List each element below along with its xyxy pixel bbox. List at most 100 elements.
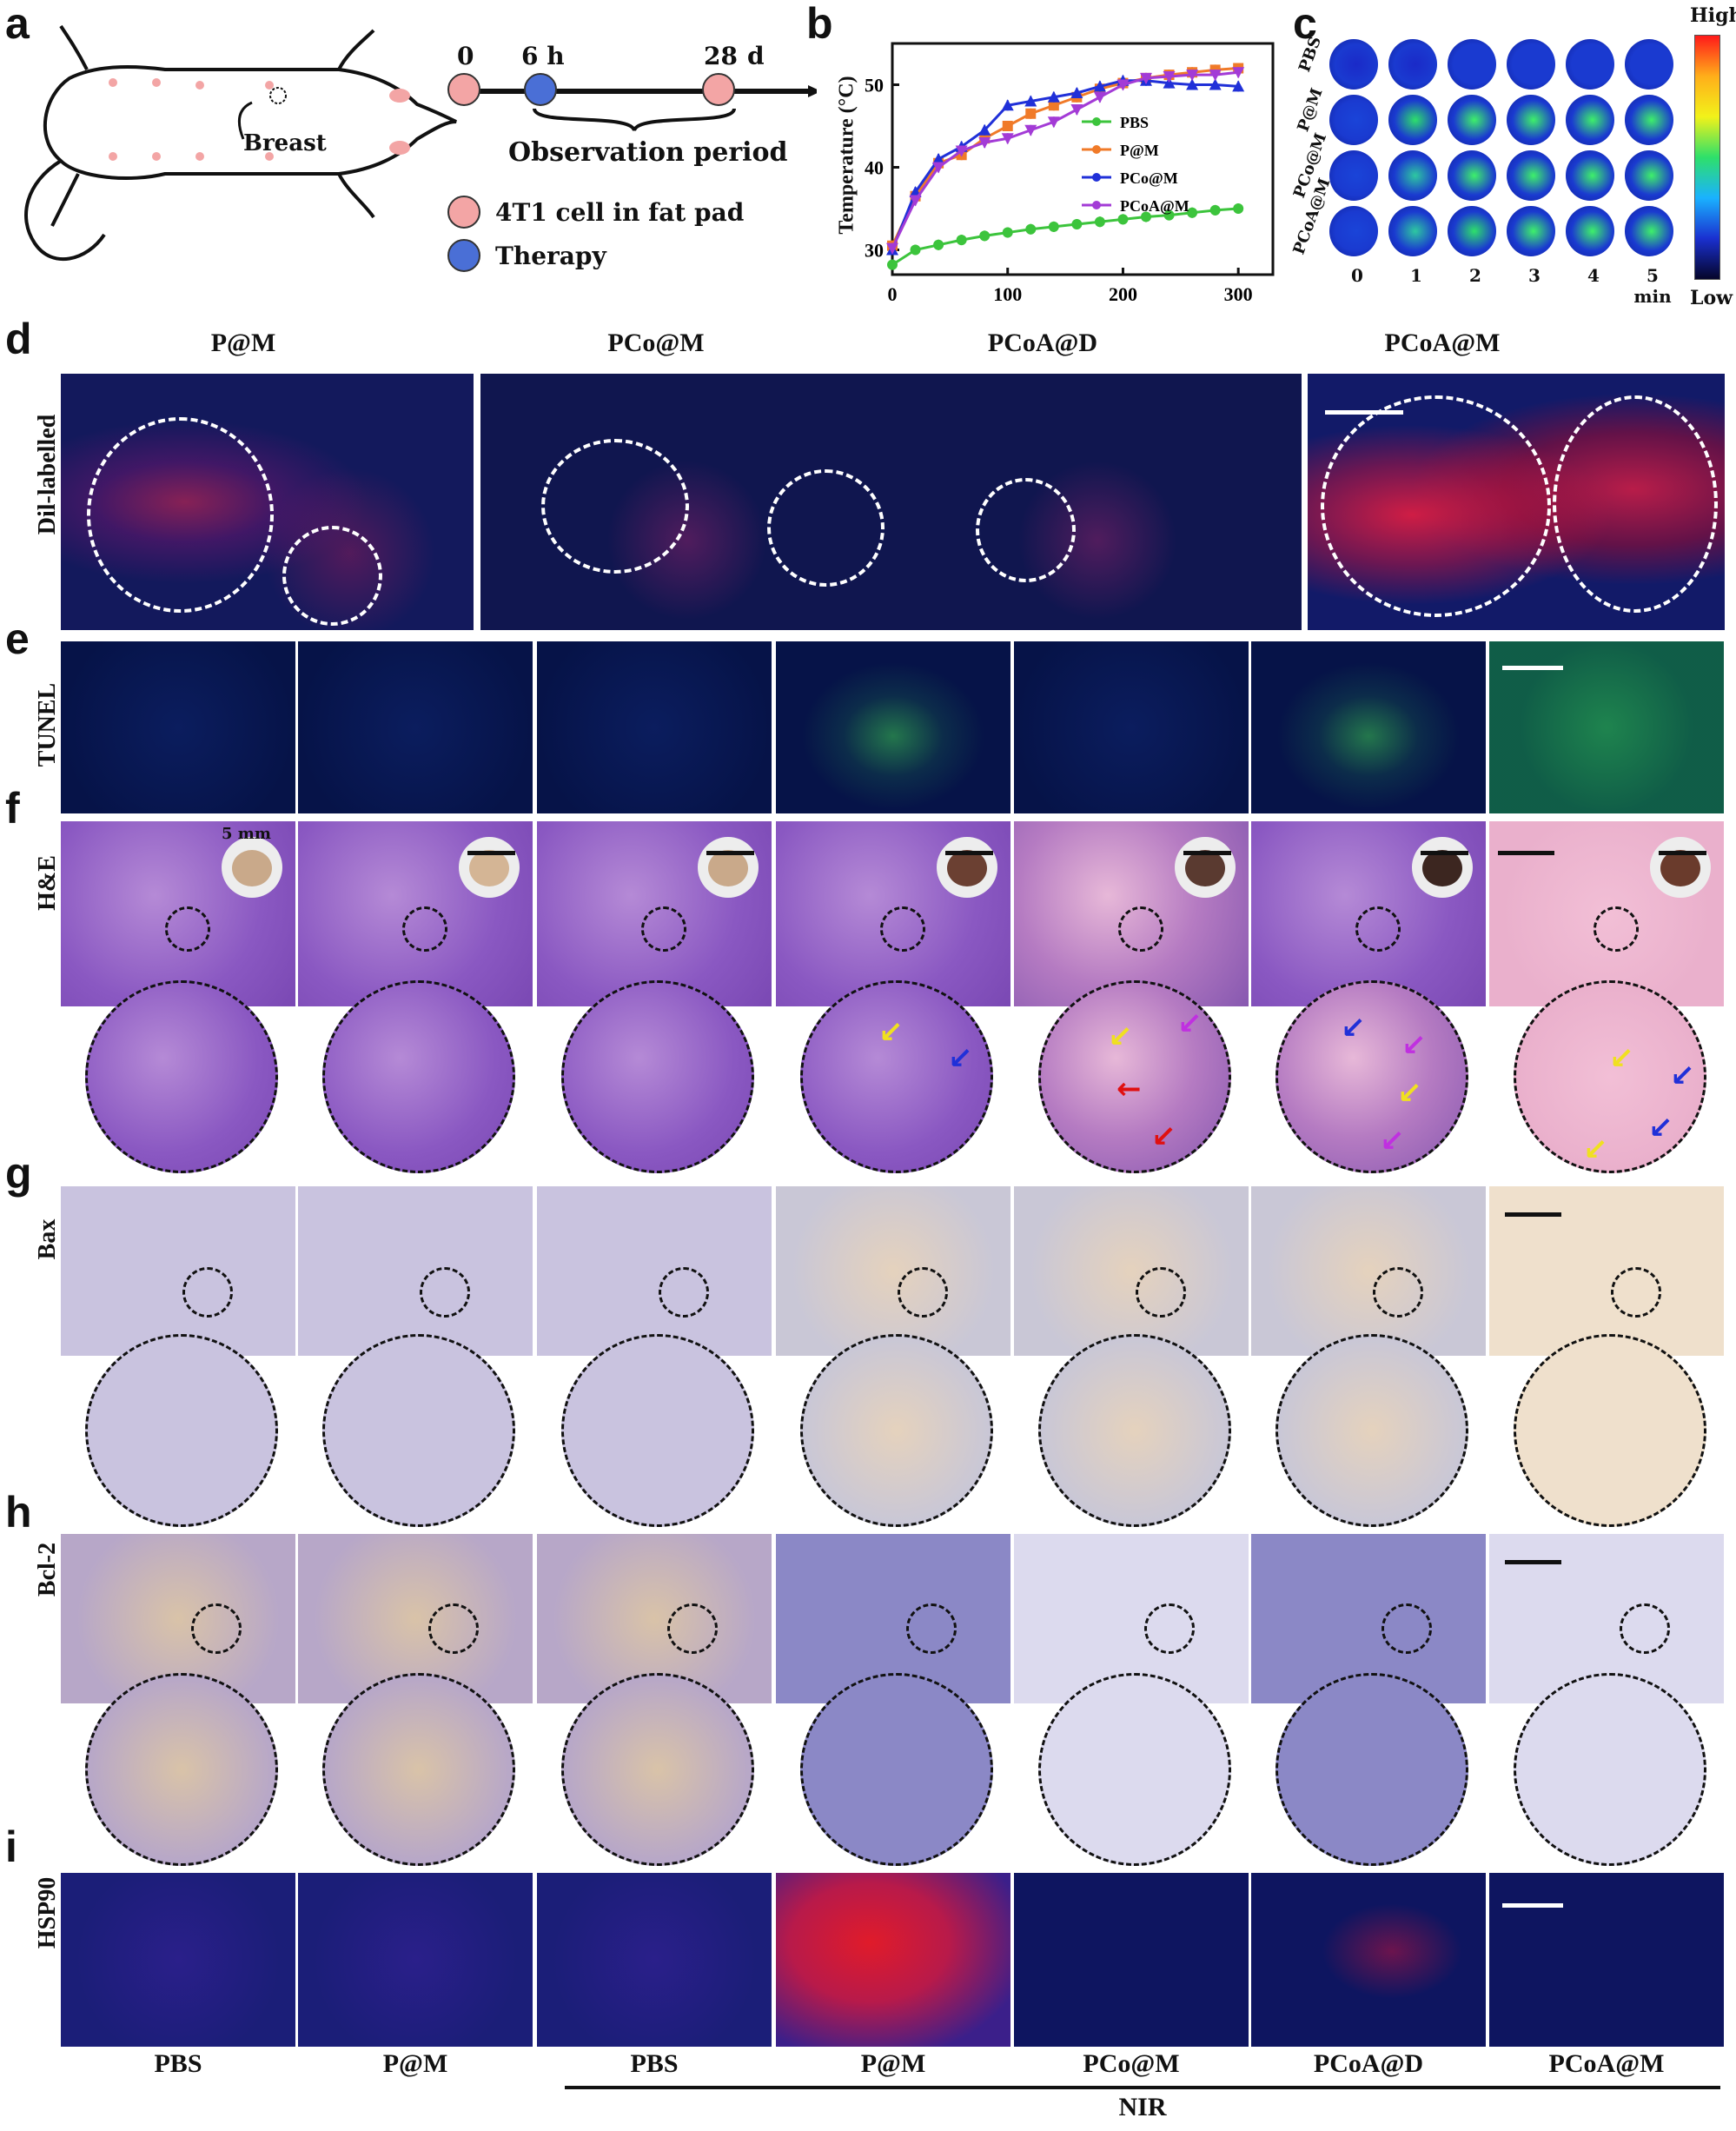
dil-image-pcoad xyxy=(893,374,1302,630)
tumor-photo xyxy=(698,837,759,898)
scale-bar xyxy=(945,851,993,855)
he-image xyxy=(1014,821,1249,1006)
data-point xyxy=(1047,90,1060,103)
data-point xyxy=(1093,80,1106,92)
group-label: P@M xyxy=(860,2049,926,2078)
hsp90-image xyxy=(298,1873,533,2047)
he-zoom-circle xyxy=(85,980,278,1173)
bax-zoom-circle xyxy=(322,1334,515,1527)
zoom-region-circle xyxy=(191,1603,242,1654)
e-row-label: TUNEL xyxy=(34,682,61,767)
legend-tumor-dot xyxy=(447,196,480,229)
legend-marker xyxy=(1092,117,1101,126)
bax-image xyxy=(537,1186,772,1356)
data-point xyxy=(1117,214,1129,225)
data-point xyxy=(1209,78,1222,90)
bax-zoom-circle xyxy=(800,1334,993,1527)
g-row-label: Bax xyxy=(34,1218,61,1260)
bax-image xyxy=(1014,1186,1249,1356)
thermal-image xyxy=(1448,206,1496,256)
y-tick-label: 30 xyxy=(865,240,884,262)
scale-bar xyxy=(1505,1212,1561,1217)
thermal-image xyxy=(1329,39,1378,90)
thermal-image xyxy=(1625,95,1673,145)
x-tick-label: 300 xyxy=(1224,283,1253,305)
thermal-image-grid: PBS P@M PCo@M PCoA@M 0 1 2 3 4 5 min xyxy=(1289,0,1736,322)
colorbar xyxy=(1694,35,1720,280)
x-tick-label: 100 xyxy=(993,283,1022,305)
data-point xyxy=(932,162,945,174)
panel-a: Breast 0 6 h 28 d Observation period 4T1… xyxy=(0,0,817,295)
data-point xyxy=(1024,124,1037,136)
thermal-image xyxy=(1507,95,1555,145)
legend-label: PCo@M xyxy=(1120,169,1178,187)
thermal-col-label: 5 min xyxy=(1633,265,1672,307)
i-row-label: HSP90 xyxy=(34,1876,61,1949)
bax-image xyxy=(1489,1186,1724,1356)
scale-bar xyxy=(1183,851,1231,855)
zoom-region-circle xyxy=(1373,1267,1423,1318)
hsp90-image xyxy=(1014,1873,1249,2047)
zoom-region-circle xyxy=(667,1603,718,1654)
tunel-image xyxy=(61,641,295,813)
region-circle xyxy=(976,478,1076,582)
thermal-image xyxy=(1329,95,1378,145)
data-point xyxy=(1094,216,1105,228)
dil-image-pcoam xyxy=(1308,374,1725,630)
data-point xyxy=(1232,80,1245,92)
panel-label-a: a xyxy=(5,0,30,48)
thermal-image xyxy=(1566,95,1614,145)
he-zoom-circle xyxy=(800,980,993,1173)
he-zoom-circle xyxy=(561,980,754,1173)
y-axis-label: Temperature (°C) xyxy=(835,76,858,235)
panel-label-e: e xyxy=(5,614,30,663)
data-point xyxy=(1024,95,1037,107)
data-point xyxy=(1048,100,1059,111)
scale-bar xyxy=(1505,1560,1561,1564)
d-header-pcom: PCo@M xyxy=(607,329,705,357)
panel-label-i: i xyxy=(5,1822,17,1871)
legend-therapy-dot xyxy=(447,239,480,272)
data-point xyxy=(909,195,922,207)
y-tick-label: 40 xyxy=(865,157,884,179)
data-point xyxy=(1163,209,1175,221)
group-label: PCoA@M xyxy=(1548,2049,1665,2078)
legend-marker xyxy=(1092,201,1101,209)
he-image xyxy=(776,821,1010,1006)
thermal-col-label: 1 xyxy=(1410,265,1422,286)
d-header-pm: P@M xyxy=(210,329,276,357)
bcl2-zoom-circle xyxy=(1038,1673,1231,1866)
temperature-chart: 0 100 200 300 30 40 50 PBS P@M PCo@M PCoA@M xyxy=(865,42,1275,305)
data-point xyxy=(1025,108,1037,119)
observation-brace xyxy=(533,108,736,132)
zoom-region-circle xyxy=(1144,1603,1195,1654)
data-point xyxy=(1209,70,1222,82)
zoom-region-circle xyxy=(420,1267,470,1318)
annotation-arrow-icon: ↙ xyxy=(1670,1059,1695,1093)
tunel-image xyxy=(537,641,772,813)
region-circle xyxy=(282,526,382,626)
zoom-region-circle xyxy=(880,906,925,952)
bax-image xyxy=(61,1186,295,1356)
bcl2-zoom-circle xyxy=(800,1673,993,1866)
panel-label-d: d xyxy=(5,315,32,363)
tunel-image xyxy=(1014,641,1249,813)
legend-label: PCoA@M xyxy=(1120,197,1189,215)
annotation-arrow-icon: ↙ xyxy=(1151,1119,1176,1154)
zoom-region-circle xyxy=(165,906,210,952)
scale-bar xyxy=(467,851,515,855)
thermal-image xyxy=(1507,39,1555,90)
data-point xyxy=(1163,76,1176,89)
timeline-dot-0 xyxy=(447,73,480,106)
thermal-image xyxy=(1388,206,1437,256)
he-zoom-circle xyxy=(322,980,515,1173)
bax-zoom-circle xyxy=(1514,1334,1706,1527)
data-point xyxy=(1187,207,1198,218)
thermal-image xyxy=(1625,206,1673,256)
data-point xyxy=(1002,227,1013,238)
zoom-region-circle xyxy=(1136,1267,1186,1318)
scale-bar xyxy=(1421,851,1468,855)
annotation-arrow-icon: ← xyxy=(1116,1072,1142,1106)
tunel-image xyxy=(776,641,1010,813)
zoom-region-circle xyxy=(1118,906,1163,952)
